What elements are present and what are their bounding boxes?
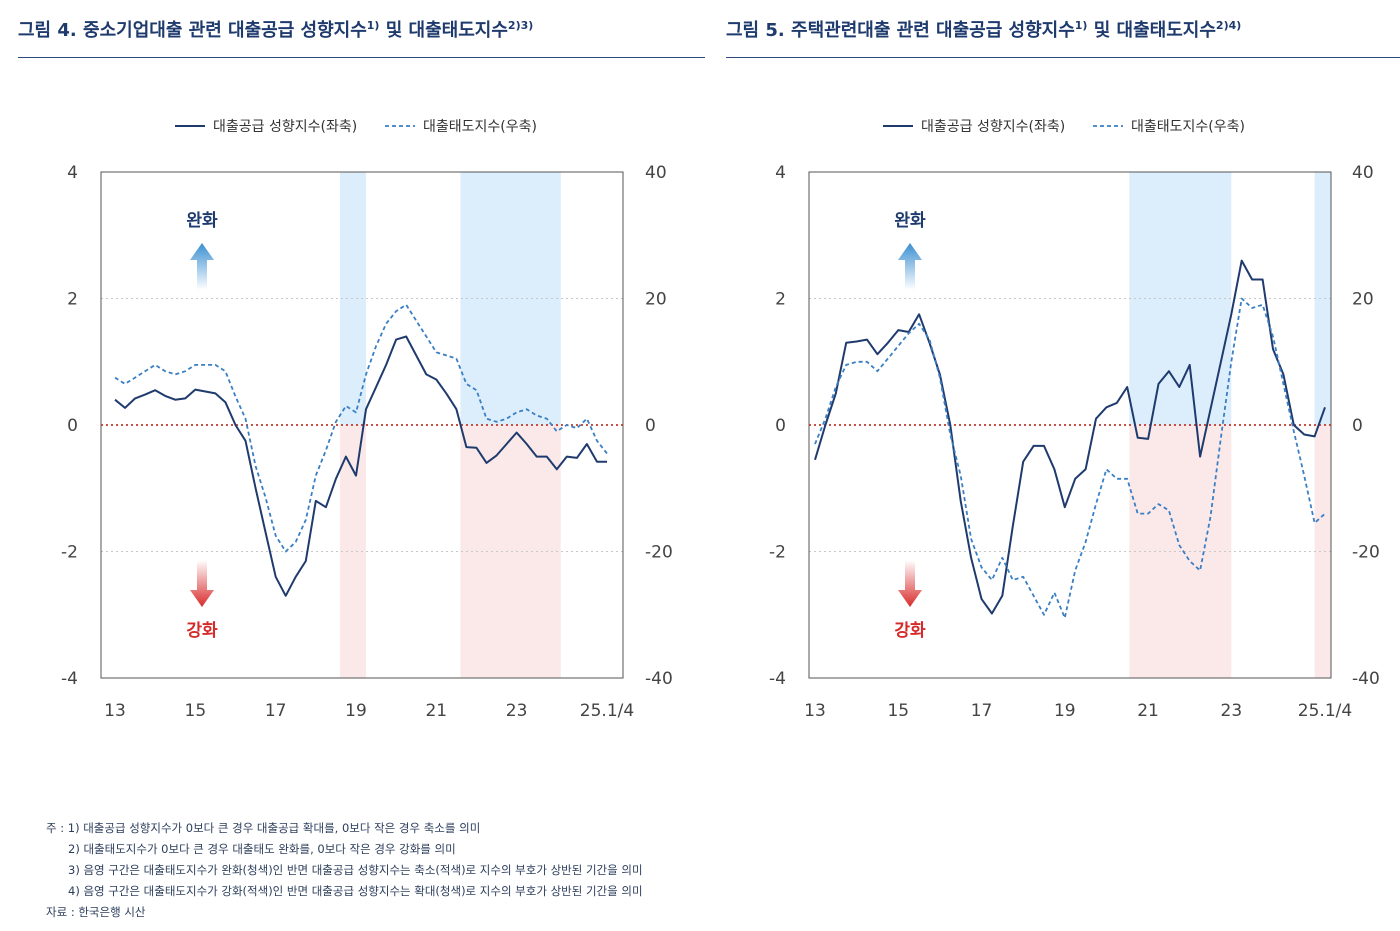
y-right-tick-label: -40 [645,669,673,689]
tight-annotation: 강화 [894,621,926,641]
ease-arrow-icon [898,243,922,290]
y-left-tick-label: -4 [61,669,78,689]
x-tick-label: 19 [1054,701,1076,721]
y-left-tick-label: 0 [67,416,78,436]
footnote-1: 주 : 1) 대출공급 성향지수가 0보다 큰 경우 대출공급 확대를, 0보다… [46,821,481,835]
ease-arrow-icon [190,243,214,290]
attitude-index-line [114,303,608,553]
x-tick-label: 17 [265,701,287,721]
footnote-4: 4) 음영 구간은 대출태도지수가 강화(적색)인 반면 대출공급 성향지수는 … [68,884,643,898]
legend-dashed-label: 대출태도지수(우축) [423,119,537,135]
shaded-period-red-1 [460,425,561,678]
y-left-tick-label: -4 [769,669,786,689]
supply-index-line [114,335,607,597]
x-tick-label: 15 [887,701,909,721]
tight-arrow-icon [898,560,922,607]
y-right-tick-label: 0 [1352,416,1363,436]
x-tick-label: 21 [425,701,447,721]
y-left-tick-label: 4 [67,163,78,183]
x-tick-label: 25.1/4 [580,701,634,721]
shaded-period-red-1 [1314,425,1331,678]
y-left-tick-label: -2 [769,543,786,563]
x-tick-label: 15 [185,701,207,721]
y-right-tick-label: 0 [645,416,656,436]
x-tick-label: 19 [345,701,367,721]
x-tick-label: 13 [804,701,826,721]
source-note: 자료 : 한국은행 시산 [46,905,146,919]
y-left-tick-label: 4 [775,163,786,183]
legend-solid-label: 대출공급 성향지수(좌축) [921,119,1065,135]
legend-dashed-label: 대출태도지수(우축) [1131,119,1245,135]
supply-index-line [814,259,1326,615]
figure-4-title-rule [18,57,705,58]
ease-annotation: 완화 [894,211,926,231]
y-right-tick-label: 40 [1352,163,1374,183]
figure-5-title-rule [726,57,1400,58]
x-tick-label: 23 [506,701,528,721]
x-tick-label: 23 [1221,701,1243,721]
y-left-tick-label: 2 [67,290,78,310]
figure-4-title: 그림 4. 중소기업대출 관련 대출공급 성향지수1) 및 대출태도지수2)3) [18,19,534,41]
tight-annotation: 강화 [186,621,218,641]
y-right-tick-label: -40 [1352,669,1380,689]
footnote-3: 3) 음영 구간은 대출태도지수가 완화(청색)인 반면 대출공급 성향지수는 … [68,863,643,877]
y-left-tick-label: -2 [61,543,78,563]
y-right-tick-label: -20 [645,543,673,563]
attitude-index-line [814,297,1326,619]
x-tick-label: 13 [104,701,126,721]
shaded-period-blue-1 [1314,172,1331,425]
footnote-2: 2) 대출태도지수가 0보다 큰 경우 대출태도 완화를, 0보다 작은 경우 … [68,842,456,856]
footnotes: 주 : 1) 대출공급 성향지수가 0보다 큰 경우 대출공급 확대를, 0보다… [46,818,643,923]
y-right-tick-label: -20 [1352,543,1380,563]
ease-annotation: 완화 [186,211,218,231]
y-right-tick-label: 40 [645,163,667,183]
y-left-tick-label: 0 [775,416,786,436]
tight-arrow-icon [190,560,214,607]
x-tick-label: 17 [971,701,993,721]
x-tick-label: 25.1/4 [1298,701,1352,721]
shaded-period-blue-1 [460,172,561,425]
x-tick-label: 21 [1137,701,1159,721]
legend-solid-label: 대출공급 성향지수(좌축) [213,119,357,135]
y-right-tick-label: 20 [1352,290,1374,310]
figure-5-title: 그림 5. 주택관련대출 관련 대출공급 성향지수1) 및 대출태도지수2)4) [726,19,1242,41]
y-right-tick-label: 20 [645,290,667,310]
y-left-tick-label: 2 [775,290,786,310]
